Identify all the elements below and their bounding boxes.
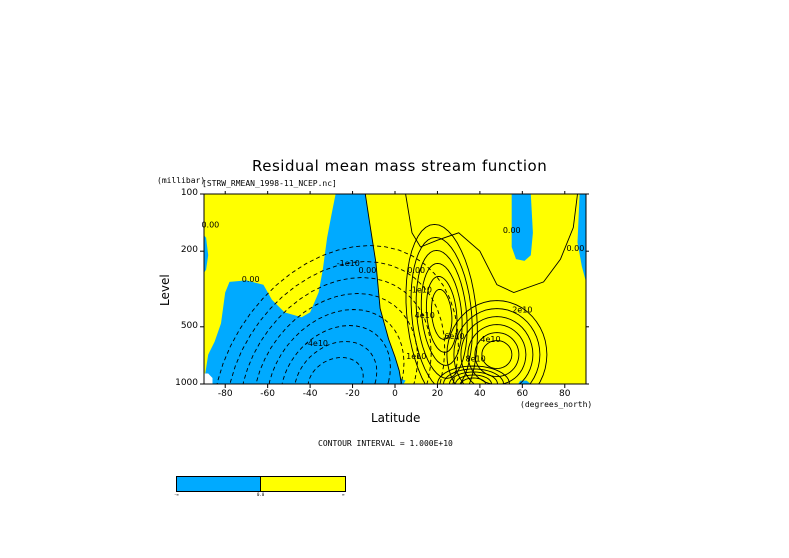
contour-negative-6: [242, 277, 432, 384]
negative-patch-left: [204, 235, 209, 273]
contour-negative-1: [307, 357, 364, 384]
colorbar-positive-segment: [260, 476, 346, 492]
contour-negative-8: [216, 245, 459, 384]
contour-positive-a-4: [415, 249, 468, 379]
contour-negative-2: [294, 341, 378, 384]
y-tick-label-3: 1000: [175, 378, 198, 388]
contour-label-4: -4e10: [305, 339, 328, 348]
negative-cell-southern: [204, 194, 402, 384]
x-unit-label: (degrees_north): [520, 400, 593, 409]
contour-zero-equator: [364, 194, 402, 384]
contour-label-7: 4e10: [415, 311, 435, 320]
x-tick-label-7: 60: [516, 389, 529, 399]
contour-surface-2: [455, 374, 492, 384]
dataset-label: [STRW_RMEAN_1998-11_NCEP.nc]: [202, 179, 337, 188]
x-tick-label-5: 20: [431, 389, 444, 399]
contour-positive-b-2: [474, 332, 520, 378]
axis-ticks: [200, 191, 589, 388]
contour-label-14: 0.00: [566, 244, 584, 253]
missing-data-corner: [204, 373, 213, 384]
contour-surface-1: [461, 377, 486, 384]
contour-label-1: 0.00: [242, 275, 260, 284]
negative-spot-north-surface: [518, 380, 531, 384]
contour-positive-a-1: [431, 288, 453, 340]
y-tick-label-1: 200: [180, 245, 198, 256]
colorbar-label-zero: 0.0: [257, 492, 265, 497]
x-tick-label-8: 80: [559, 389, 571, 399]
colorbar-label-max: ∞: [342, 492, 345, 497]
contour-label-2: -1e10: [337, 259, 360, 268]
contour-positive-b-3: [467, 324, 527, 384]
contour-label-12: 1e10: [406, 352, 426, 361]
colorbar-label-min: -∞: [174, 492, 179, 497]
contour-labels: 0.000.00-1e100.00-4e100.00-1e104e106e102…: [201, 220, 584, 363]
y-tick-label-2: 500: [180, 320, 198, 331]
contour-positive-a-2: [425, 275, 458, 353]
contour-label-10: 4e10: [480, 335, 500, 344]
contour-label-8: 6e10: [444, 332, 464, 341]
contour-positive-b-5: [453, 308, 541, 384]
y-axis-label: Level: [158, 274, 172, 306]
colorbar-negative-segment: [176, 476, 261, 492]
contour-label-5: 0.00: [407, 266, 425, 275]
chart-title: Residual mean mass stream function: [252, 157, 548, 175]
contour-positive-upper: [405, 194, 578, 293]
x-tick-label-3: -20: [345, 389, 360, 399]
contour-label-9: 2e10: [512, 305, 532, 314]
contour-label-11: 8e10: [466, 354, 486, 363]
y-tick-label-0: 100: [180, 188, 198, 198]
x-tick-label-0: -80: [217, 389, 233, 399]
negative-sliver-east: [577, 194, 586, 282]
contour-negative-7: [229, 261, 446, 384]
contour-positive-b-4: [460, 316, 534, 384]
filled-regions: [204, 194, 586, 384]
contour-positive-a-3: [420, 262, 463, 366]
contour-negative-4: [268, 309, 405, 384]
contour-surface-3: [449, 371, 498, 384]
x-axis-label: Latitude: [371, 411, 421, 425]
negative-spot-equator: [395, 378, 406, 384]
x-tick-label-6: 40: [474, 389, 486, 399]
x-tick-label-2: -40: [302, 389, 318, 399]
contour-surface-4: [443, 368, 504, 384]
contour-lines: [216, 194, 578, 384]
contour-label-0: 0.00: [201, 220, 219, 229]
x-tick-label-1: -60: [260, 389, 275, 399]
x-tick-label-4: 0: [392, 389, 398, 399]
contour-positive-a-6: [405, 223, 478, 384]
negative-column-north: [511, 194, 533, 261]
contour-positive-b-6: [446, 300, 548, 384]
contour-surface-5: [437, 365, 510, 384]
contour-label-13: 0.00: [503, 226, 521, 235]
contour-label-6: -1e10: [409, 286, 432, 295]
contour-positive-b-1: [481, 340, 513, 370]
y-unit-label: (millibar): [157, 176, 206, 185]
contour-interval-text: CONTOUR INTERVAL = 1.000E+10: [318, 439, 453, 448]
contour-label-3: 0.00: [359, 266, 377, 275]
